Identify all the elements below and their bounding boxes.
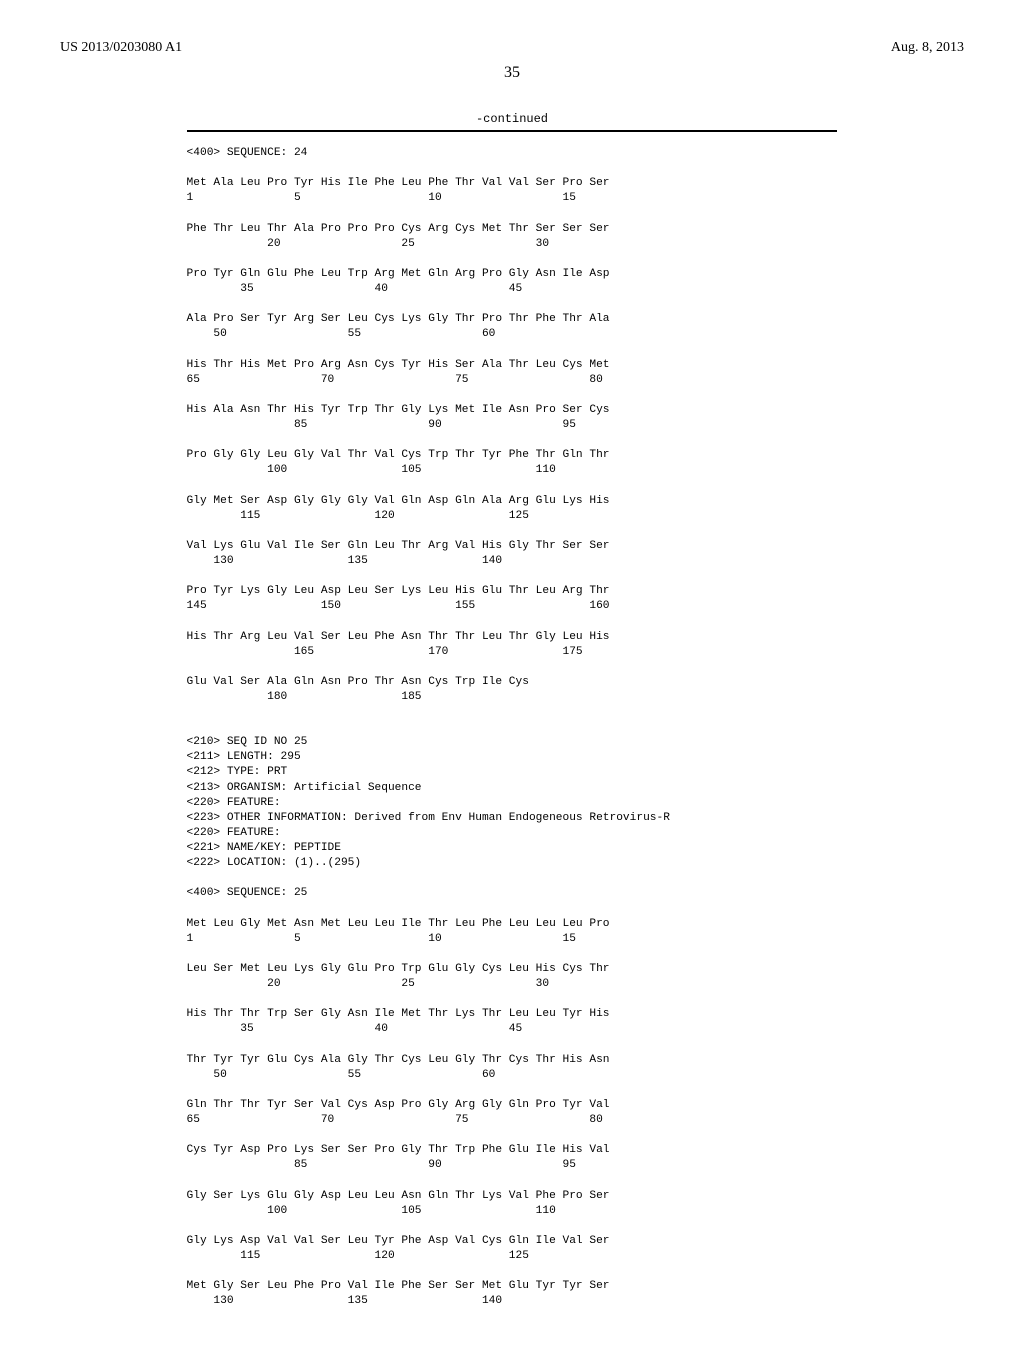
patent-number: US 2013/0203080 A1 bbox=[60, 40, 182, 56]
page-number: 35 bbox=[60, 64, 964, 82]
divider-line bbox=[187, 130, 838, 132]
publication-date: Aug. 8, 2013 bbox=[891, 40, 964, 56]
continued-label: -continued bbox=[60, 112, 964, 126]
sequence-listing: <400> SEQUENCE: 24 Met Ala Leu Pro Tyr H… bbox=[187, 146, 964, 1309]
page-header: US 2013/0203080 A1 Aug. 8, 2013 bbox=[60, 40, 964, 56]
